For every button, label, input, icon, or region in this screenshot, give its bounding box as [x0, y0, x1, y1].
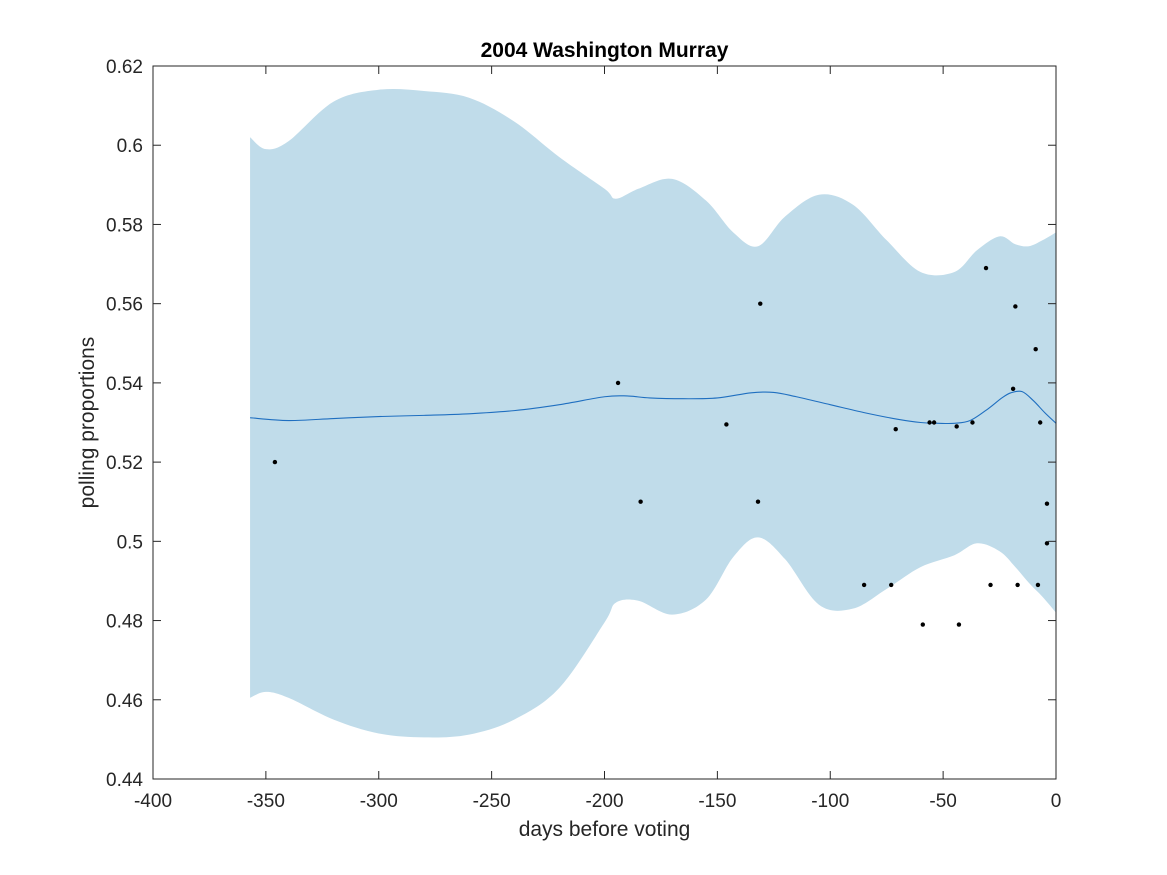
x-axis-label: days before voting [519, 818, 691, 841]
y-tick-label: 0.46 [106, 691, 143, 712]
poll-point [1013, 304, 1018, 309]
y-tick-label: 0.62 [106, 57, 143, 78]
poll-point [1038, 420, 1043, 425]
poll-point [1015, 582, 1020, 588]
y-tick-label: 0.5 [117, 532, 143, 553]
chart-title: 2004 Washington Murray [481, 39, 729, 62]
poll-point [861, 582, 867, 588]
poll-point [724, 422, 729, 427]
poll-point [954, 424, 959, 429]
poll-point [920, 622, 926, 627]
poll-point [1033, 347, 1038, 352]
confidence-band [250, 88, 1056, 738]
poll-point [638, 499, 643, 504]
poll-point [970, 420, 975, 425]
trend-line [250, 390, 1057, 425]
poll-point [889, 582, 894, 588]
y-tick-label: 0.54 [106, 374, 143, 395]
x-tick-label: -300 [360, 791, 398, 812]
axes: -400 -350 -300 -250 -200 -150 -100 -50 0 0.44 0.46… [106, 57, 1061, 812]
y-tick-label: 0.56 [106, 295, 143, 316]
plot-area [250, 88, 1057, 738]
poll-point [1044, 541, 1050, 546]
x-tick-label: -150 [698, 791, 736, 812]
poll-point [988, 582, 993, 588]
y-tick-label: 0.48 [106, 612, 143, 633]
poll-point [1035, 582, 1041, 588]
poll-point [956, 622, 962, 627]
x-tick-label: -350 [247, 791, 285, 812]
x-tick-label: -100 [811, 791, 849, 812]
y-tick-label: 0.44 [106, 770, 143, 791]
poll-point [272, 459, 278, 465]
x-tick-label: -200 [585, 791, 623, 812]
poll-point [758, 301, 763, 306]
y-tick-label: 0.6 [117, 136, 143, 157]
poll-point [755, 499, 761, 504]
y-tick-label: 0.52 [106, 453, 143, 474]
poll-point [893, 427, 898, 432]
poll-point [615, 380, 621, 386]
y-axis-label: polling proportions [76, 337, 99, 509]
x-tick-label: 0 [1051, 791, 1062, 812]
poll-point [927, 420, 932, 425]
poll-point [931, 420, 937, 425]
x-tick-label: -400 [134, 791, 172, 812]
poll-point [1010, 386, 1016, 392]
x-tick-label: -250 [473, 791, 511, 812]
poll-point [983, 265, 989, 271]
poll-point [1044, 501, 1050, 506]
x-tick-label: -50 [929, 791, 956, 812]
y-tick-label: 0.58 [106, 215, 143, 236]
